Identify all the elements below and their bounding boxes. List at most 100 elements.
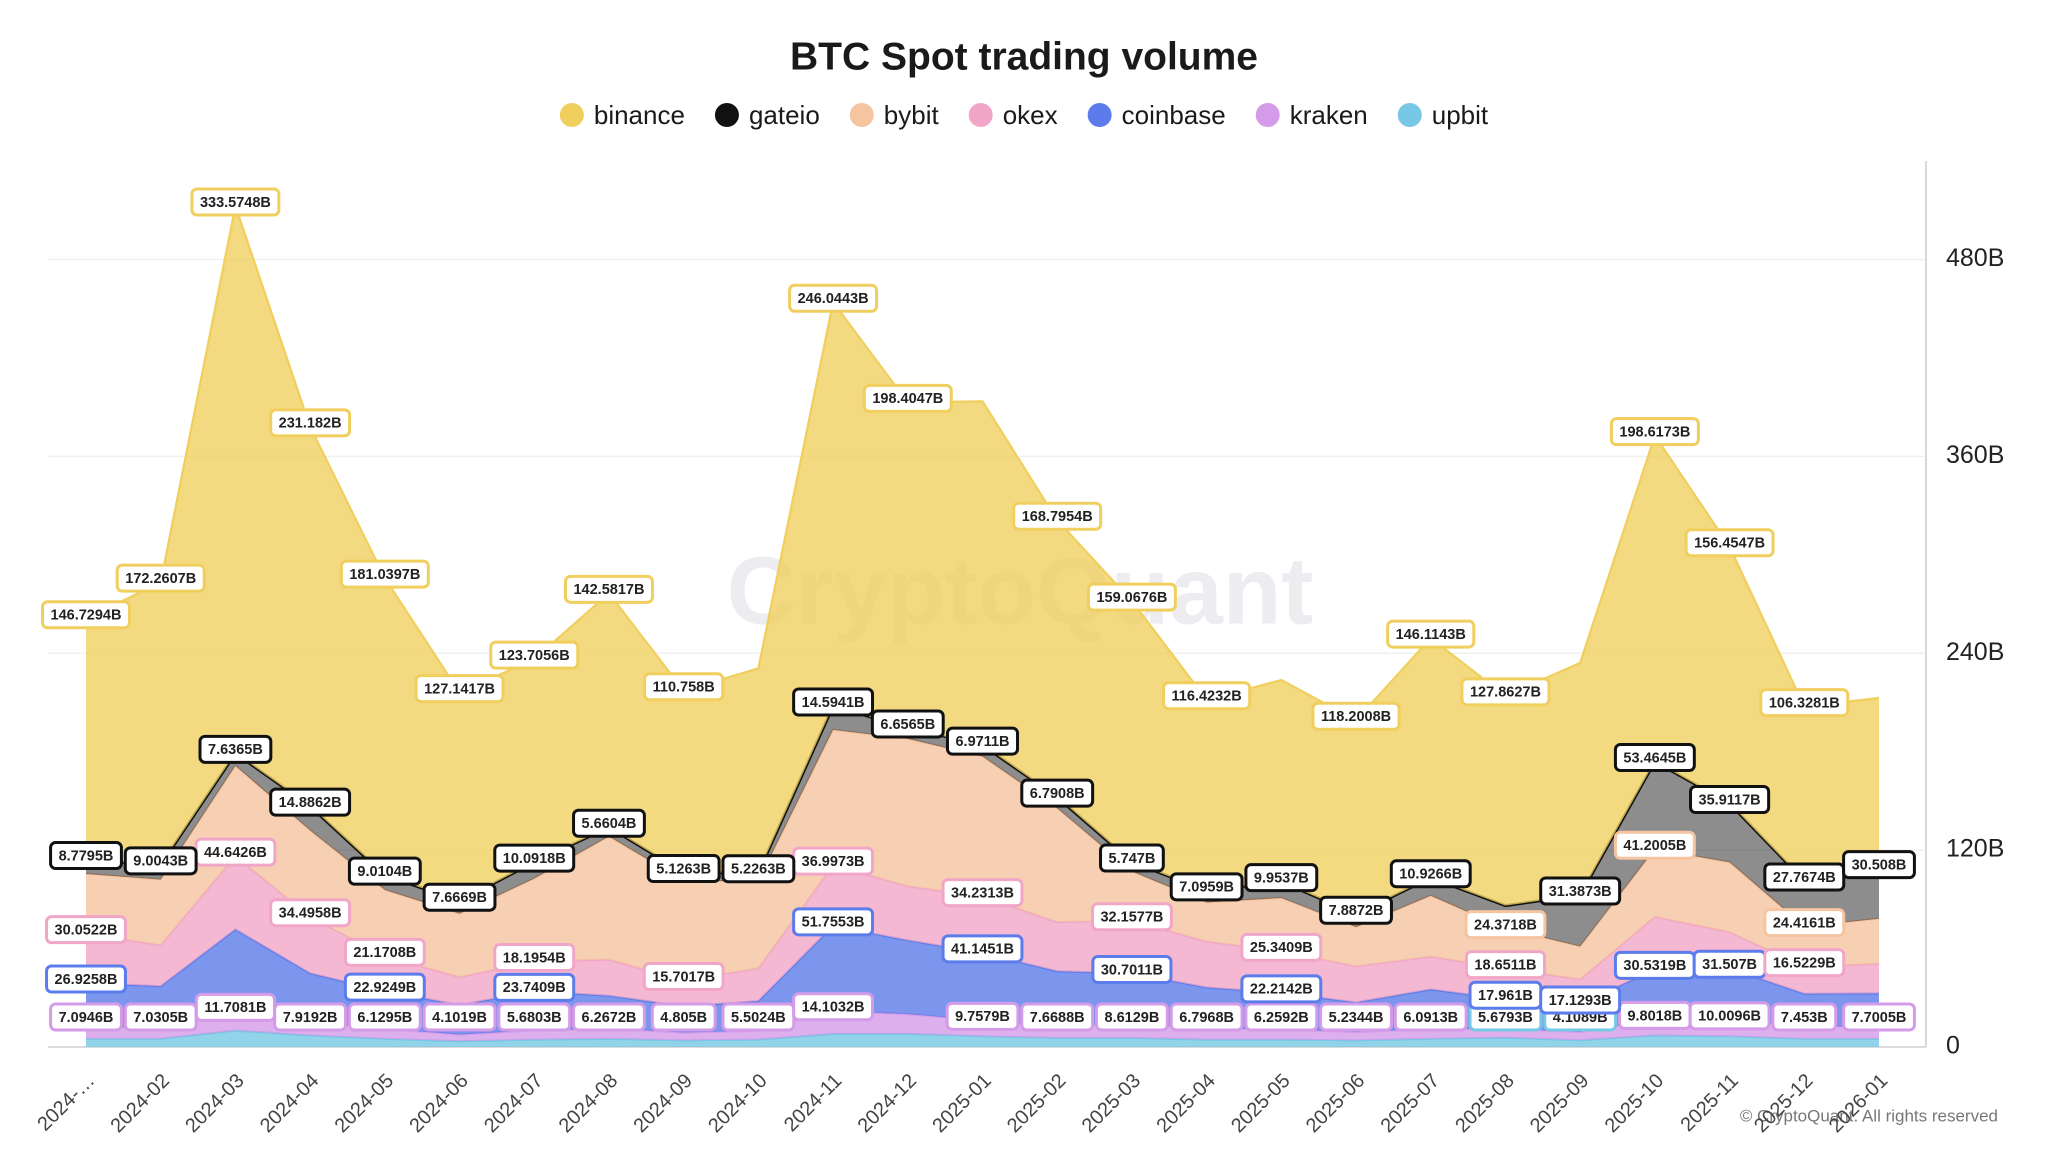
data-label-text: 146.1143B bbox=[1396, 627, 1466, 643]
data-label-text: 14.5941B bbox=[802, 695, 865, 711]
data-label: 14.8862B bbox=[269, 787, 352, 817]
data-label-text: 9.7579B bbox=[955, 1009, 1010, 1025]
legend-label: bybit bbox=[884, 100, 940, 130]
data-label-text: 6.2672B bbox=[582, 1010, 637, 1026]
data-label-text: 6.7968B bbox=[1179, 1010, 1234, 1026]
y-tick-label: 0 bbox=[1946, 1032, 1960, 1060]
data-label-text: 246.0443B bbox=[798, 291, 869, 307]
data-label: 116.4232B bbox=[1162, 681, 1252, 711]
x-tick-label: 2024-03 bbox=[181, 1070, 248, 1137]
data-label-text: 30.0522B bbox=[55, 922, 118, 938]
legend-label: coinbase bbox=[1122, 100, 1226, 130]
data-label-text: 44.6426B bbox=[204, 845, 267, 861]
data-label: 9.8018B bbox=[1617, 1000, 1692, 1030]
data-label-box bbox=[572, 1002, 646, 1032]
data-label-text: 7.6365B bbox=[208, 742, 263, 758]
data-label-box bbox=[1539, 876, 1622, 906]
data-label: 4.805B bbox=[650, 1002, 717, 1032]
data-label-text: 34.4958B bbox=[279, 906, 342, 922]
data-label: 5.6793B bbox=[1468, 1002, 1543, 1032]
data-label: 34.4958B bbox=[269, 898, 352, 928]
data-label: 7.6688B bbox=[1020, 1002, 1095, 1032]
data-label-box bbox=[497, 1002, 572, 1032]
data-label-box bbox=[643, 672, 725, 702]
data-label: 5.6803B bbox=[497, 1002, 572, 1032]
data-label-text: 11.7081B bbox=[204, 1000, 266, 1016]
data-label-text: 6.9711B bbox=[955, 734, 1009, 750]
data-label-text: 5.2263B bbox=[731, 862, 786, 878]
area bbox=[86, 729, 1879, 981]
data-label-box bbox=[721, 854, 796, 884]
x-tick-label: 2024-02 bbox=[107, 1070, 174, 1137]
data-label-box bbox=[1460, 677, 1551, 707]
data-label-box bbox=[1169, 1002, 1244, 1032]
data-label-box bbox=[1020, 1002, 1095, 1032]
data-label-box bbox=[1240, 932, 1323, 962]
data-label-box bbox=[1464, 910, 1547, 940]
data-label: 142.5817B bbox=[563, 574, 654, 604]
data-label-box bbox=[1090, 902, 1173, 932]
data-label-text: 198.6173B bbox=[1619, 424, 1690, 440]
data-label-text: 27.7674B bbox=[1773, 870, 1836, 886]
data-label-box bbox=[1842, 850, 1916, 880]
data-label-box bbox=[343, 972, 426, 1002]
data-label-text: 7.8872B bbox=[1329, 903, 1384, 919]
data-label-box bbox=[198, 734, 273, 764]
x-tick-label: 2024-12 bbox=[854, 1070, 921, 1137]
data-label-text: 159.0676B bbox=[1096, 590, 1167, 606]
data-label-text: 9.8018B bbox=[1627, 1008, 1682, 1024]
data-label-box bbox=[41, 600, 131, 630]
data-label-box bbox=[642, 962, 725, 992]
data-label-text: 14.1032B bbox=[802, 1000, 865, 1016]
data-label-text: 25.3409B bbox=[1250, 940, 1313, 956]
data-label-text: 181.0397B bbox=[349, 567, 420, 583]
data-label-text: 16.5229B bbox=[1773, 955, 1836, 971]
y-tick-label: 120B bbox=[1946, 835, 2004, 863]
data-label-box bbox=[190, 187, 281, 217]
legend-swatch bbox=[1255, 103, 1280, 127]
area-layer bbox=[85, 204, 1880, 1047]
x-tick-label: 2024-07 bbox=[480, 1070, 547, 1137]
data-label-box bbox=[945, 726, 1020, 756]
data-label: 35.9117B bbox=[1689, 784, 1771, 814]
data-label-box bbox=[269, 787, 352, 817]
data-label: 198.6173B bbox=[1609, 417, 1700, 447]
x-tick-label: 2025-04 bbox=[1152, 1070, 1219, 1137]
data-label: 6.7968B bbox=[1169, 1002, 1244, 1032]
data-label-box bbox=[1763, 908, 1846, 938]
x-tick-label: 2026-01 bbox=[1825, 1070, 1892, 1137]
data-label: 10.0096B bbox=[1688, 1001, 1771, 1031]
y-tick-label: 480B bbox=[1946, 244, 2004, 272]
data-label-box bbox=[347, 856, 422, 886]
data-label-box bbox=[493, 942, 576, 972]
data-label: 11.7081B bbox=[194, 992, 276, 1022]
data-label-text: 22.9249B bbox=[353, 980, 416, 996]
data-label-text: 110.758B bbox=[653, 680, 715, 696]
data-label-text: 7.0305B bbox=[133, 1010, 188, 1026]
x-tick-label: 2024-10 bbox=[704, 1070, 771, 1137]
data-label-text: 106.3281B bbox=[1769, 695, 1840, 711]
x-tick-label: 2024-09 bbox=[629, 1070, 696, 1137]
data-label: 246.0443B bbox=[788, 283, 879, 313]
data-label: 14.5941B bbox=[792, 687, 875, 717]
data-label-box bbox=[1393, 1002, 1468, 1032]
x-tick-label: 2025-06 bbox=[1302, 1070, 1369, 1137]
legend-label: upbit bbox=[1432, 100, 1489, 130]
data-label-box bbox=[123, 846, 198, 876]
legend-item: binance bbox=[559, 100, 685, 130]
data-label-text: 41.2005B bbox=[1623, 838, 1686, 854]
data-label-text: 118.2008B bbox=[1321, 709, 1391, 725]
data-label-box bbox=[269, 408, 352, 438]
data-label: 4.1019B bbox=[422, 1002, 497, 1032]
data-label: 106.3281B bbox=[1759, 688, 1850, 718]
data-label: 30.7011B bbox=[1091, 954, 1173, 984]
data-label-text: 9.0043B bbox=[133, 854, 188, 870]
area bbox=[86, 1030, 1879, 1047]
data-label-text: 127.1417B bbox=[424, 681, 495, 697]
data-label-text: 7.0959B bbox=[1179, 880, 1234, 896]
legend-swatch bbox=[559, 103, 584, 127]
data-label: 25.3409B bbox=[1240, 932, 1323, 962]
data-label-text: 31.3873B bbox=[1549, 884, 1612, 900]
legend-swatch bbox=[849, 103, 874, 127]
data-label-text: 156.4547B bbox=[1694, 536, 1765, 552]
